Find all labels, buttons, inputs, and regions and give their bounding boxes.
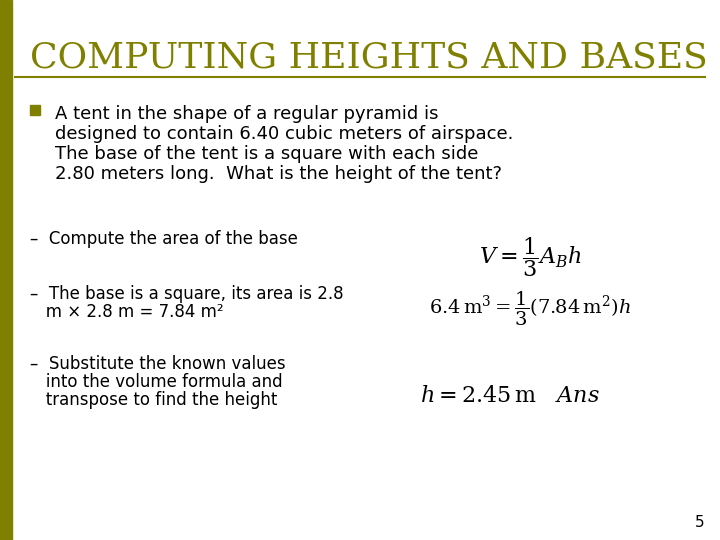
Text: $6.4\,\mathrm{m}^3 = \dfrac{1}{3}(7.84\,\mathrm{m}^2)h$: $6.4\,\mathrm{m}^3 = \dfrac{1}{3}(7.84\,… <box>429 290 631 328</box>
Text: transpose to find the height: transpose to find the height <box>30 391 277 409</box>
Text: 2.80 meters long.  What is the height of the tent?: 2.80 meters long. What is the height of … <box>55 165 502 183</box>
Text: m × 2.8 m = 7.84 m²: m × 2.8 m = 7.84 m² <box>30 303 224 321</box>
Text: –  Compute the area of the base: – Compute the area of the base <box>30 230 298 248</box>
Bar <box>0 0 12 540</box>
Text: COMPUTING HEIGHTS AND BASES: COMPUTING HEIGHTS AND BASES <box>30 40 708 74</box>
Text: into the volume formula and: into the volume formula and <box>30 373 283 391</box>
Text: designed to contain 6.40 cubic meters of airspace.: designed to contain 6.40 cubic meters of… <box>55 125 513 143</box>
Text: $V = \dfrac{1}{3} A_B h$: $V = \dfrac{1}{3} A_B h$ <box>479 235 581 279</box>
Bar <box>30 105 40 115</box>
Text: A tent in the shape of a regular pyramid is: A tent in the shape of a regular pyramid… <box>55 105 438 123</box>
Text: 5: 5 <box>696 515 705 530</box>
Text: $h = 2.45\,\mathrm{m} \quad \mathit{Ans}$: $h = 2.45\,\mathrm{m} \quad \mathit{Ans}… <box>420 385 600 406</box>
Text: The base of the tent is a square with each side: The base of the tent is a square with ea… <box>55 145 478 163</box>
Text: –  Substitute the known values: – Substitute the known values <box>30 355 286 373</box>
Text: –  The base is a square, its area is 2.8: – The base is a square, its area is 2.8 <box>30 285 343 303</box>
